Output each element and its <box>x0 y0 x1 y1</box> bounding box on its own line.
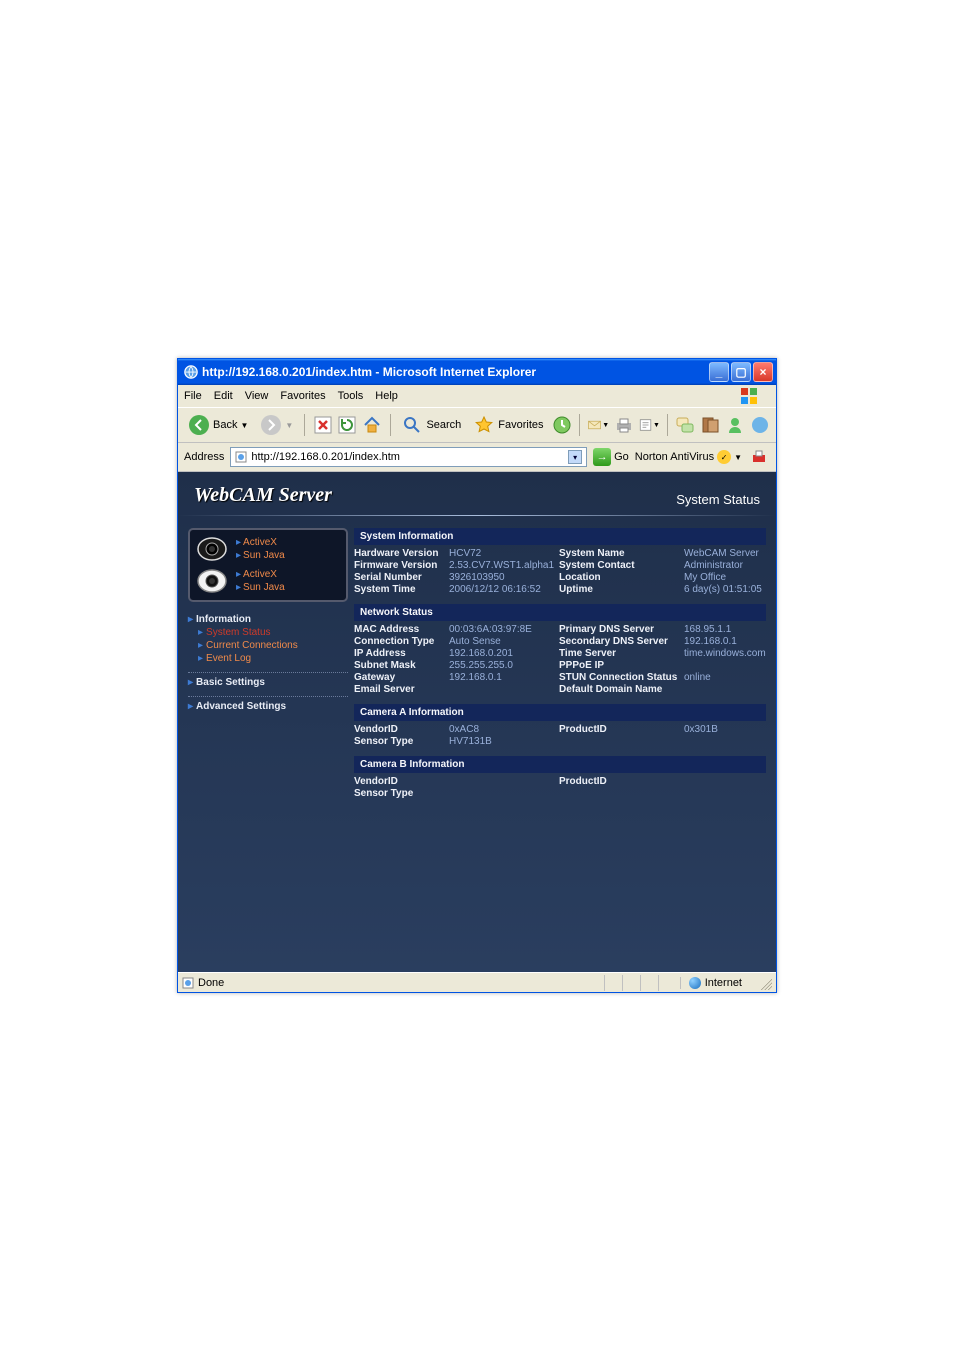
minimize-button[interactable]: _ <box>709 362 729 382</box>
done-icon <box>182 977 194 989</box>
browser-window: http://192.168.0.201/index.htm - Microso… <box>177 358 777 993</box>
camera-b-grid: VendorID ProductID Sensor Type <box>354 773 766 802</box>
norton-antivirus[interactable]: Norton AntiVirus ✓ ▼ <box>635 450 742 464</box>
maximize-button[interactable]: ▢ <box>731 362 751 382</box>
favorites-icon <box>473 414 495 436</box>
cam-b-activex-link[interactable]: ▸ActiveX <box>236 569 285 580</box>
camera-b-header: Camera B Information <box>354 756 766 773</box>
status-bar: Done Internet <box>178 972 776 992</box>
ie-icon <box>184 365 198 379</box>
menu-bar: File Edit View Favorites Tools Help <box>178 385 776 407</box>
address-input[interactable]: http://192.168.0.201/index.htm ▾ <box>230 447 587 467</box>
resize-grip[interactable] <box>758 976 772 990</box>
title-bar[interactable]: http://192.168.0.201/index.htm - Microso… <box>178 359 776 385</box>
go-button[interactable]: → Go <box>593 448 629 466</box>
edit-button[interactable]: ▼ <box>638 414 660 436</box>
menu-help[interactable]: Help <box>375 390 398 402</box>
page-icon <box>235 451 247 463</box>
address-url: http://192.168.0.201/index.htm <box>251 451 564 463</box>
internet-icon <box>689 977 701 989</box>
system-info-grid: Hardware VersionHCV72 System NameWebCAM … <box>354 545 766 598</box>
chevron-down-icon: ▼ <box>734 453 742 462</box>
favorites-button[interactable]: Favorites <box>469 412 547 438</box>
messenger-button[interactable] <box>724 414 745 436</box>
status-text: Done <box>198 977 224 989</box>
discuss-button[interactable] <box>675 414 696 436</box>
page-content: WebCAM Server System Status ▸ActiveX ▸Su… <box>178 472 776 972</box>
printer-icon[interactable] <box>748 446 770 468</box>
forward-button[interactable]: ▼ <box>256 412 297 438</box>
mail-button[interactable]: ▼ <box>587 414 609 436</box>
security-zone[interactable]: Internet <box>680 977 750 989</box>
camera-preview-box: ▸ActiveX ▸Sun Java ▸ActiveX ▸Sun Java <box>188 528 348 602</box>
forward-icon <box>260 414 282 436</box>
menu-favorites[interactable]: Favorites <box>280 390 325 402</box>
cam-a-activex-link[interactable]: ▸ActiveX <box>236 537 285 548</box>
home-button[interactable] <box>362 414 383 436</box>
sidebar: ▸ActiveX ▸Sun Java ▸ActiveX ▸Sun Java <box>178 522 348 812</box>
search-button[interactable]: Search <box>397 412 465 438</box>
network-status-grid: MAC Address00:03:6A:03:97:8E Primary DNS… <box>354 621 766 698</box>
address-dropdown[interactable]: ▾ <box>568 450 582 464</box>
chevron-down-icon: ▼ <box>285 421 293 430</box>
back-button[interactable]: Back ▼ <box>184 412 252 438</box>
norton-icon: ✓ <box>717 450 731 464</box>
back-icon <box>188 414 210 436</box>
menu-file[interactable]: File <box>184 390 202 402</box>
network-status-header: Network Status <box>354 604 766 621</box>
menu-tools[interactable]: Tools <box>338 390 364 402</box>
refresh-button[interactable] <box>337 414 358 436</box>
research-button[interactable] <box>700 414 721 436</box>
camera-b-icon <box>194 566 230 596</box>
nav-system-status[interactable]: ▸System Status <box>198 627 348 638</box>
menu-edit[interactable]: Edit <box>214 390 233 402</box>
system-info-header: System Information <box>354 528 766 545</box>
window-title: http://192.168.0.201/index.htm - Microso… <box>202 365 709 379</box>
cam-a-sunjava-link[interactable]: ▸Sun Java <box>236 550 285 561</box>
panel-area: System Information Hardware VersionHCV72… <box>348 522 776 812</box>
camera-a-grid: VendorID0xAC8 ProductID0x301B Sensor Typ… <box>354 721 766 750</box>
print-button[interactable] <box>613 414 634 436</box>
page-title: WebCAM Server <box>194 484 332 507</box>
camera-a-header: Camera A Information <box>354 704 766 721</box>
toolbar: Back ▼ ▼ Search Favorites ▼ ▼ <box>178 407 776 443</box>
go-icon: → <box>593 448 611 466</box>
stop-button[interactable] <box>312 414 333 436</box>
windows-logo-icon <box>740 387 758 405</box>
camera-a-icon <box>194 534 230 564</box>
menu-view[interactable]: View <box>245 390 269 402</box>
extra-button[interactable] <box>749 414 770 436</box>
nav-advanced-settings[interactable]: ▸Advanced Settings <box>188 701 348 712</box>
page-subtitle: System Status <box>676 492 760 507</box>
chevron-down-icon: ▼ <box>240 421 248 430</box>
nav-basic-settings[interactable]: ▸Basic Settings <box>188 677 348 688</box>
search-icon <box>401 414 423 436</box>
address-bar: Address http://192.168.0.201/index.htm ▾… <box>178 443 776 472</box>
history-button[interactable] <box>552 414 573 436</box>
nav-information[interactable]: ▸Information <box>188 614 348 625</box>
address-label: Address <box>184 451 224 463</box>
nav-current-connections[interactable]: ▸Current Connections <box>198 640 348 651</box>
cam-b-sunjava-link[interactable]: ▸Sun Java <box>236 582 285 593</box>
nav-event-log[interactable]: ▸Event Log <box>198 653 348 664</box>
close-button[interactable]: × <box>753 362 773 382</box>
